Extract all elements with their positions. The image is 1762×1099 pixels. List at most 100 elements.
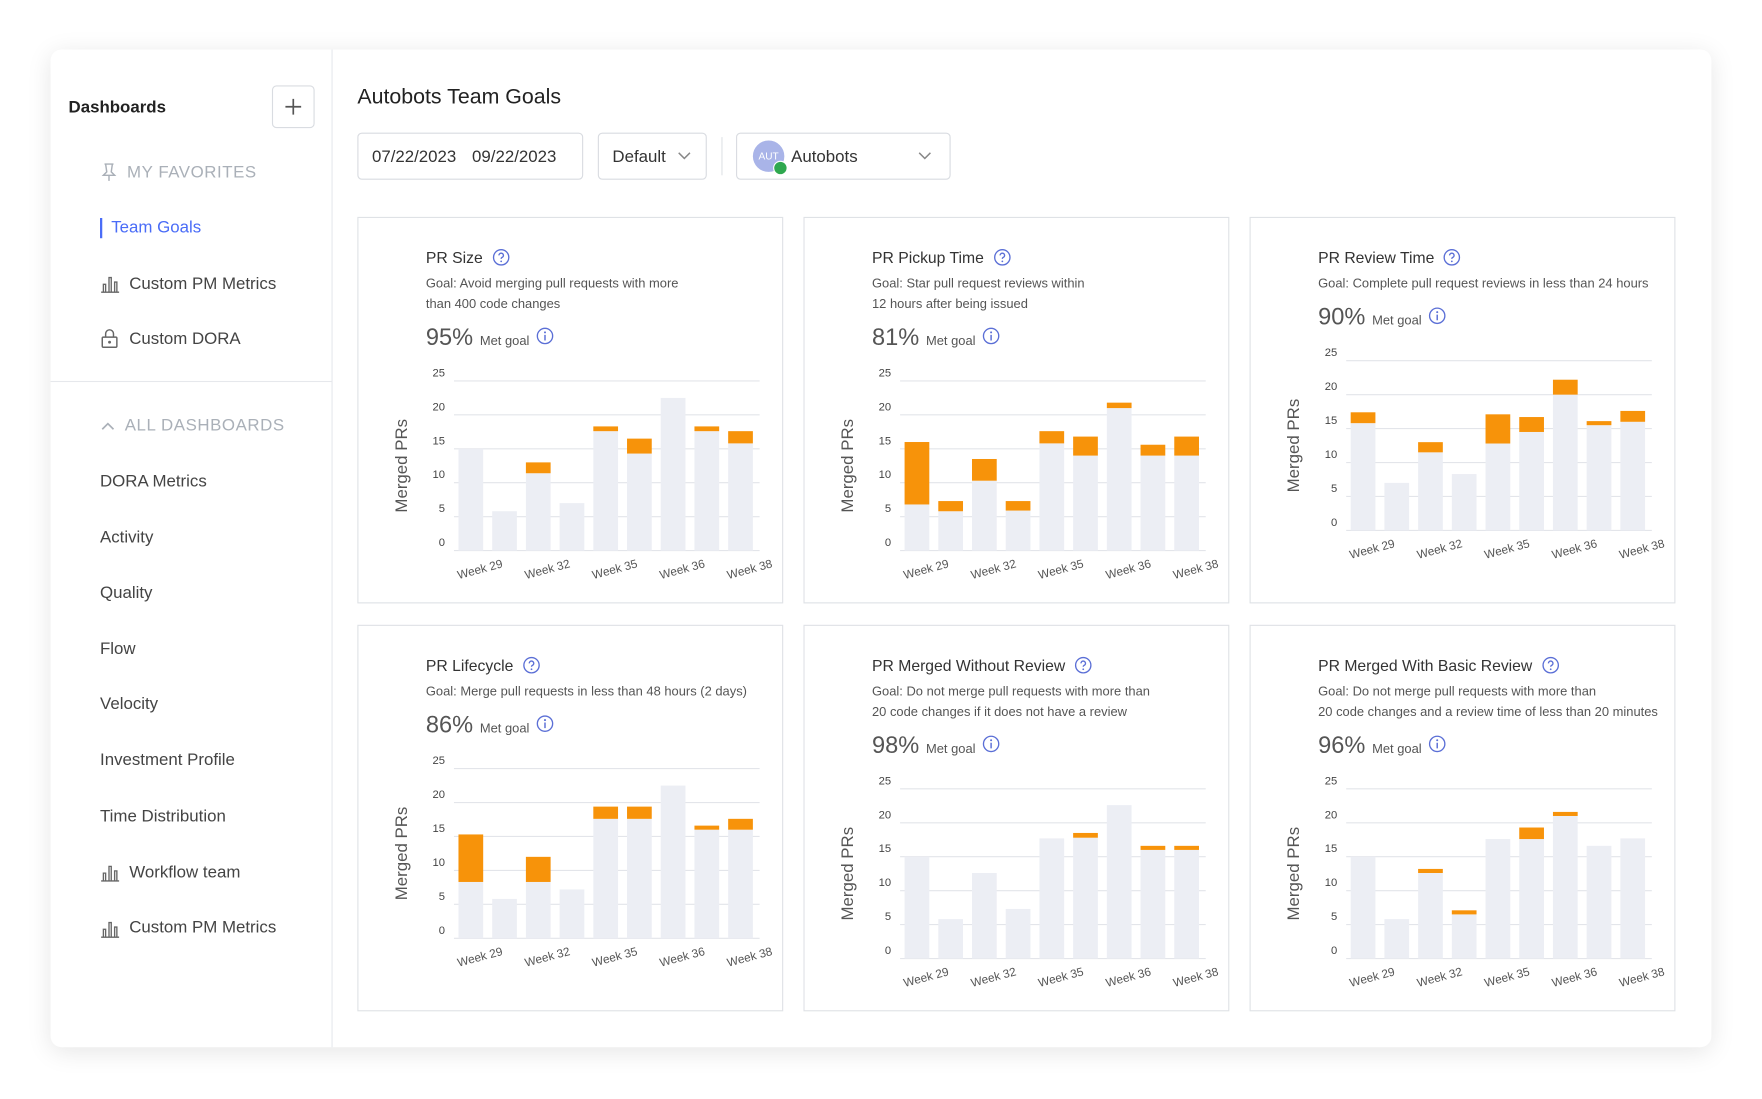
date-start: 07/22/2023 [371, 146, 457, 166]
label: Quality [100, 583, 153, 603]
bar-segment [1586, 845, 1612, 959]
help-icon[interactable] [522, 656, 540, 674]
page-title: Autobots Team Goals [357, 85, 562, 109]
bar-segment [1073, 837, 1098, 959]
bar-segment [1073, 436, 1098, 456]
bar-segment [627, 453, 652, 551]
nav-item[interactable]: DORA Metrics [100, 472, 207, 491]
chevron-down [918, 152, 931, 160]
info-icon[interactable] [536, 327, 554, 345]
label: Investment Profile [100, 750, 235, 770]
date-range[interactable]: 07/22/2023 09/22/2023 [357, 132, 584, 180]
info-icon[interactable] [982, 327, 1000, 345]
bar-segment [694, 431, 720, 551]
bar-segment [593, 806, 619, 819]
y-tick-label: 10 [1325, 877, 1337, 889]
divider [50, 380, 332, 383]
y-axis-label: Merged PRs [392, 419, 411, 513]
favorites-heading[interactable]: MY FAVORITES [100, 162, 257, 182]
y-tick-label: 15 [433, 435, 445, 447]
score-value: 96% [1318, 732, 1366, 759]
help-icon[interactable] [1541, 656, 1559, 674]
x-tick-label: Week 36 [658, 945, 706, 970]
bar-segment [938, 511, 964, 551]
y-axis-label: Merged PRs [838, 827, 857, 921]
bar-segment [492, 898, 517, 939]
goal-text: Goal: Avoid merging pull requests with m… [425, 277, 679, 292]
y-tick-label: 20 [1325, 809, 1337, 821]
y-tick-label: 5 [1331, 483, 1337, 495]
bar-segment [1005, 908, 1031, 959]
bar-segment [593, 818, 619, 939]
nav-item[interactable]: Investment Profile [100, 751, 235, 770]
lock-icon [101, 329, 118, 348]
label: Time Distribution [100, 806, 226, 826]
chart-icon [101, 865, 120, 882]
help-icon[interactable] [492, 248, 510, 266]
x-tick-label: Week 29 [902, 965, 950, 990]
nav-item[interactable]: Flow [100, 639, 136, 658]
view-select[interactable]: Default [597, 132, 707, 180]
label: DORA Metrics [100, 471, 207, 492]
all-heading[interactable]: ALL DASHBOARDS [100, 416, 285, 435]
bar-segment [1350, 856, 1376, 959]
info-icon[interactable] [1428, 307, 1446, 325]
plus-icon [285, 98, 302, 115]
y-tick-label: 15 [879, 435, 891, 447]
score-label: Met goal [925, 334, 976, 349]
y-tick-label: 0 [885, 537, 891, 549]
x-tick-label: Week 35 [1037, 965, 1085, 990]
date-end: 09/22/2023 [472, 146, 557, 166]
chart-icon [101, 276, 120, 293]
score-value: 95% [425, 324, 474, 351]
help-icon[interactable] [1074, 656, 1092, 674]
info-icon[interactable] [1428, 735, 1446, 753]
view: Default [612, 146, 666, 166]
chart-header: PR Merged With Basic Review [1318, 656, 1559, 674]
nav-item[interactable]: Workflow team [100, 862, 240, 882]
bar-segment [1140, 845, 1166, 850]
bar-segment [492, 511, 517, 551]
nav-item[interactable]: Custom PM Metrics [100, 273, 276, 293]
bar-segment [1418, 442, 1443, 453]
y-tick-label: 10 [1325, 449, 1337, 461]
nav-item[interactable]: Custom PM Metrics [100, 918, 276, 938]
chart-title: PR Merged Without Review [871, 656, 1066, 675]
chart-header: PR Review Time [1318, 248, 1461, 266]
help-icon[interactable] [993, 248, 1011, 266]
bar-segment [972, 872, 997, 959]
bar-segment [1005, 510, 1031, 551]
goal-text: than 400 code changes [425, 297, 561, 312]
label: Custom DORA [129, 328, 241, 348]
y-tick-label: 5 [885, 503, 891, 515]
team-select[interactable]: AUT Autobots [736, 132, 951, 180]
label: MY FAVORITES [126, 162, 257, 182]
bar-segment [627, 438, 652, 454]
info-icon[interactable] [982, 735, 1000, 753]
info-icon[interactable] [536, 715, 554, 733]
nav-item[interactable]: Custom DORA [100, 328, 241, 348]
bar-segment [1451, 910, 1477, 915]
x-tick-label: Week 29 [902, 557, 950, 582]
bar-segment [694, 426, 720, 432]
label: Custom PM Metrics [129, 273, 277, 293]
bar-segment [904, 856, 930, 959]
x-tick-label: Week 36 [1104, 557, 1152, 582]
nav-item[interactable]: Time Distribution [100, 806, 226, 825]
y-tick-label: 20 [1325, 381, 1337, 393]
nav-item[interactable]: Velocity [100, 695, 158, 714]
nav-item[interactable]: Quality [100, 583, 152, 602]
label: Custom PM Metrics [129, 918, 277, 938]
y-tick-label: 0 [1331, 945, 1337, 957]
bar-segment [525, 881, 551, 939]
chart-panel: PR Merged With Basic Review Goal: Do not … [1249, 624, 1676, 1012]
x-tick-label: Week 38 [1618, 537, 1666, 562]
nav-item[interactable]: Activity [100, 528, 153, 547]
bar-segment [972, 458, 997, 481]
y-tick-label: 25 [1325, 775, 1337, 787]
nav-item[interactable]: Team Goals [111, 217, 202, 238]
bar-segment [525, 473, 551, 551]
help-icon[interactable] [1443, 248, 1461, 266]
add-button[interactable] [271, 85, 315, 129]
